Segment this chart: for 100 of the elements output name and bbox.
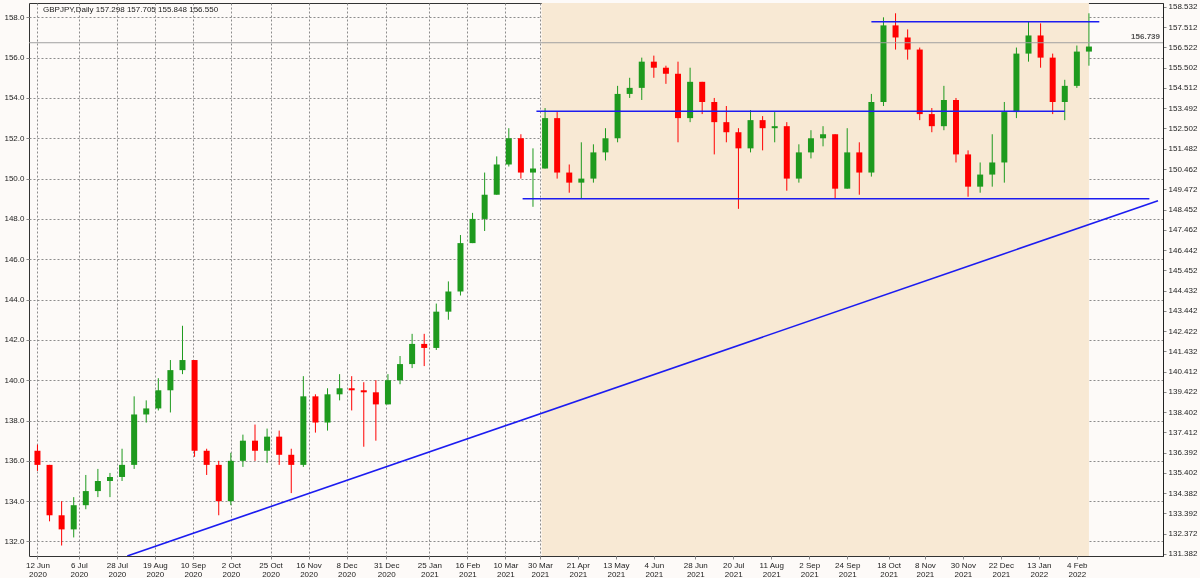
y-tick-label: 150.0 <box>4 174 26 184</box>
candlestick <box>264 428 271 464</box>
x-tick-label: 31 Dec 2020 <box>374 560 400 578</box>
ref-line-label: 156.739 <box>1131 31 1161 41</box>
candlestick <box>723 105 730 143</box>
candlestick <box>409 333 416 369</box>
candlestick <box>626 77 633 99</box>
y2-tick-label: 149.472 <box>1168 184 1198 194</box>
x-tick-label: 10 Mar 2021 <box>493 560 519 578</box>
candlestick <box>735 127 742 210</box>
candlestick <box>977 161 984 194</box>
candlestick <box>421 333 428 367</box>
x-tick-label: 30 Nov 2021 <box>950 560 977 578</box>
x-tick-label: 16 Nov 2020 <box>296 560 322 578</box>
candlestick <box>179 325 186 375</box>
y-tick-label: 136.0 <box>4 456 26 466</box>
candlestick <box>58 500 65 547</box>
y-tick-label: 152.0 <box>4 133 26 143</box>
y2-tick-label: 142.422 <box>1168 326 1198 336</box>
x-tick-label: 4 Jun 2021 <box>644 560 665 578</box>
candlestick <box>771 111 778 143</box>
y2-tick-label: 131.382 <box>1168 549 1198 559</box>
y-tick-label: 148.0 <box>4 214 26 224</box>
x-tick-label: 22 Dec 2021 <box>988 560 1015 578</box>
y-tick-label: 146.0 <box>4 254 26 264</box>
y2-tick-label: 157.512 <box>1168 22 1198 32</box>
x-tick-label: 2 Sep 2021 <box>799 560 821 578</box>
x-tick-label: 2 Oct 2020 <box>221 560 242 578</box>
candlestick <box>759 115 766 151</box>
candlestick <box>143 399 150 424</box>
y2-tick-label: 134.382 <box>1168 488 1198 498</box>
y2-tick-label: 138.402 <box>1168 407 1198 417</box>
x-tick-label: 30 Mar 2021 <box>527 560 554 578</box>
y2-tick-label: 132.372 <box>1168 529 1198 539</box>
y-tick-label: 132.0 <box>4 536 26 546</box>
x-tick-label: 11 Aug 2021 <box>759 560 784 578</box>
candlestick <box>276 430 283 466</box>
candlestick <box>155 377 162 411</box>
y2-tick-label: 145.452 <box>1168 265 1198 275</box>
x-tick-label: 4 Feb 2022 <box>1067 560 1089 578</box>
y-tick-label: 140.0 <box>4 375 26 385</box>
candlestick <box>336 373 343 401</box>
y2-tick-label: 151.482 <box>1168 144 1198 154</box>
x-tick-label: 10 Sep 2020 <box>180 560 207 578</box>
candlestick <box>699 81 706 115</box>
candlestick <box>106 472 113 498</box>
y2-tick-label: 146.442 <box>1168 245 1198 255</box>
y2-tick-label: 147.462 <box>1168 225 1198 235</box>
candlestick <box>239 434 246 468</box>
candlestick <box>1061 79 1068 121</box>
y2-tick-label: 154.512 <box>1168 83 1198 93</box>
candlestick <box>892 12 899 51</box>
candlestick <box>807 129 814 159</box>
y-tick-label: 156.0 <box>4 53 26 63</box>
x-tick-label: 8 Nov 2021 <box>914 560 936 578</box>
candlestick <box>348 375 355 411</box>
x-tick-label: 6 Jul 2020 <box>70 560 89 578</box>
candlestick <box>602 127 609 161</box>
candlestick <box>94 468 101 498</box>
candlestick <box>1025 20 1032 63</box>
candlestick <box>252 424 258 462</box>
candlestick <box>372 379 379 442</box>
x-tick-label: 28 Jul 2020 <box>106 560 129 578</box>
y2-tick-label: 137.412 <box>1168 427 1198 437</box>
candlestick <box>820 125 827 147</box>
y2-tick-label: 136.392 <box>1168 448 1198 458</box>
candlestick <box>34 444 41 472</box>
x-tick-label: 16 Feb 2021 <box>455 560 481 578</box>
y2-tick-label: 144.432 <box>1168 286 1198 296</box>
candlestick <box>397 355 404 385</box>
y-tick-label: 154.0 <box>4 93 26 103</box>
y2-tick-label: 158.532 <box>1168 2 1198 12</box>
candlestick <box>203 448 210 476</box>
y2-tick-label: 152.502 <box>1168 123 1198 133</box>
candlestick <box>928 107 935 133</box>
chart-title: GBPJPY,Daily 157.298 157.705 155.848 156.550 <box>43 5 219 14</box>
y2-tick-label: 150.462 <box>1168 164 1198 174</box>
x-tick-label: 12 Jun 2020 <box>25 560 50 578</box>
candlestick <box>1037 22 1044 69</box>
candlestick <box>529 147 536 208</box>
candlestick <box>167 359 174 413</box>
y2-tick-label: 156.522 <box>1168 42 1198 52</box>
y2-tick-label: 155.502 <box>1168 63 1198 73</box>
candlestick <box>662 65 669 85</box>
candlestick <box>82 474 89 510</box>
candlestick <box>856 141 863 196</box>
y2-tick-label: 139.422 <box>1168 387 1198 397</box>
candlestick <box>578 141 585 200</box>
y2-tick-label: 148.452 <box>1168 205 1198 215</box>
y2-tick-label: 153.492 <box>1168 103 1198 113</box>
candlestick <box>1085 12 1092 67</box>
x-tick-label: 25 Oct 2020 <box>259 560 284 578</box>
x-tick-label: 24 Sep 2021 <box>835 560 861 578</box>
x-tick-label: 13 May 2021 <box>603 560 630 578</box>
x-tick-label: 8 Dec 2020 <box>336 560 358 578</box>
y2-tick-label: 135.402 <box>1168 468 1198 478</box>
x-tick-label: 25 Jan 2021 <box>417 560 442 578</box>
x-tick-label: 28 Jun 2021 <box>683 560 708 578</box>
candlestick <box>445 280 452 321</box>
y-tick-label: 142.0 <box>4 335 26 345</box>
